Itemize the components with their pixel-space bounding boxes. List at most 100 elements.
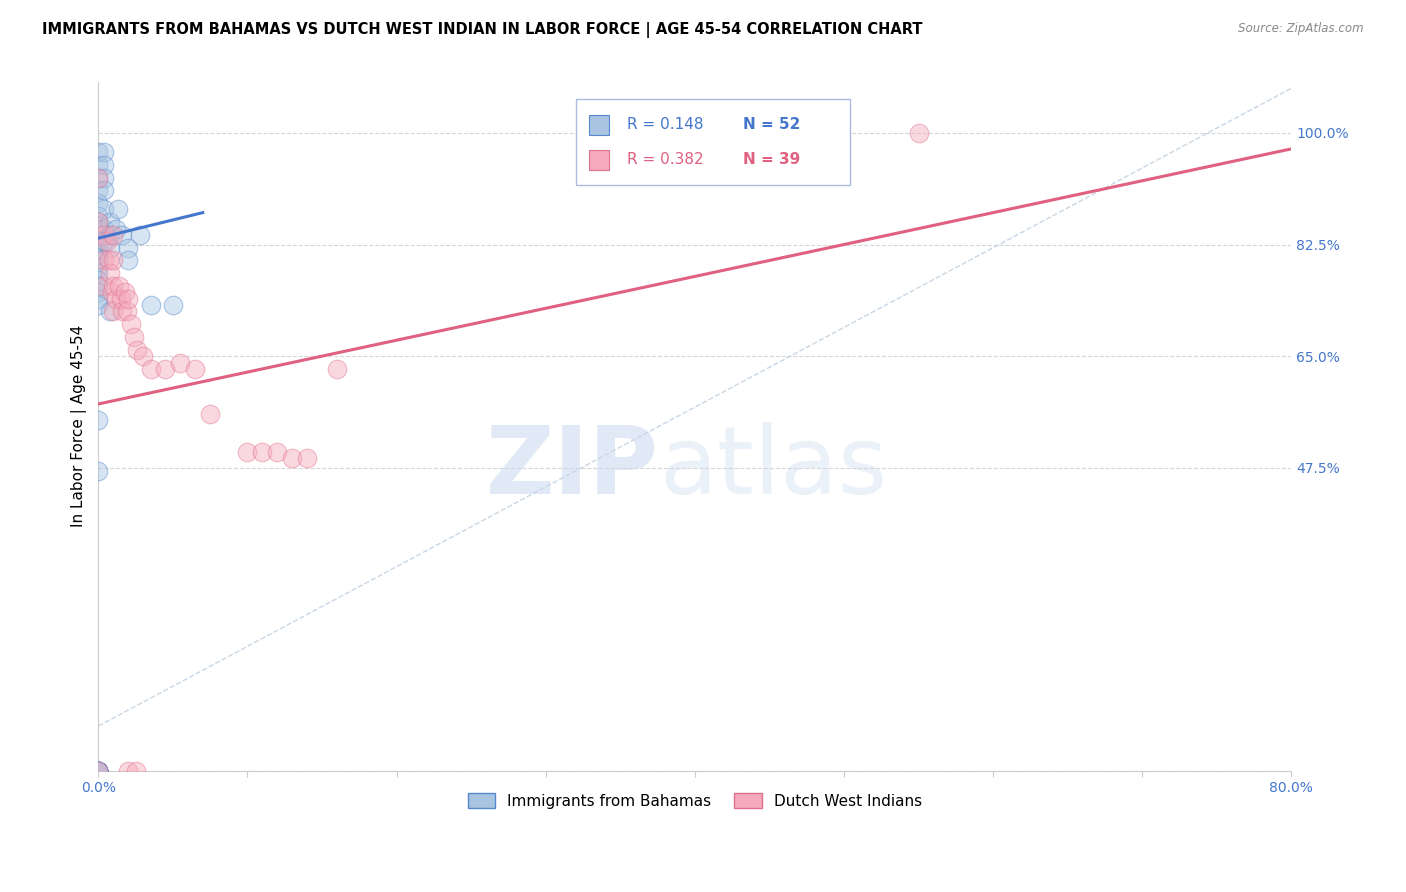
Point [87, 241, 110, 255]
Point [108, 279, 131, 293]
Point [87, 764, 110, 778]
Point [117, 241, 139, 255]
Point [907, 126, 929, 140]
Point [139, 362, 162, 376]
Point [169, 355, 191, 369]
Point [266, 445, 288, 459]
Point [132, 349, 155, 363]
Legend: Immigrants from Bahamas, Dutch West Indians: Immigrants from Bahamas, Dutch West Indi… [461, 787, 928, 814]
Point [252, 445, 274, 459]
Point [98, 266, 121, 280]
Point [114, 285, 136, 300]
Text: ZIP: ZIP [486, 422, 659, 514]
Point [111, 227, 134, 242]
Point [87, 215, 110, 229]
Point [87, 272, 110, 286]
Point [162, 298, 184, 312]
Point [87, 764, 110, 778]
Point [87, 215, 110, 229]
Point [129, 227, 152, 242]
Point [98, 241, 121, 255]
Text: N = 39: N = 39 [742, 153, 800, 167]
Point [198, 407, 221, 421]
Point [87, 209, 110, 223]
Point [184, 362, 207, 376]
Point [87, 298, 110, 312]
Point [87, 221, 110, 235]
Point [117, 253, 139, 268]
Point [127, 343, 149, 357]
Point [87, 235, 110, 249]
Point [87, 266, 110, 280]
Point [100, 285, 122, 300]
Point [87, 158, 110, 172]
Point [93, 170, 115, 185]
Point [93, 202, 115, 217]
Point [236, 445, 259, 459]
Point [93, 235, 115, 249]
Point [87, 285, 110, 300]
Point [93, 183, 115, 197]
Point [326, 362, 349, 376]
Point [117, 764, 139, 778]
Point [87, 764, 110, 778]
Point [87, 764, 110, 778]
Point [87, 413, 110, 427]
Point [115, 304, 138, 318]
Point [87, 764, 110, 778]
Point [96, 235, 118, 249]
Point [87, 764, 110, 778]
Point [281, 451, 304, 466]
Point [87, 247, 110, 261]
Point [111, 304, 134, 318]
Point [124, 764, 146, 778]
Point [110, 292, 132, 306]
Point [107, 202, 129, 217]
Point [87, 170, 110, 185]
Text: IMMIGRANTS FROM BAHAMAS VS DUTCH WEST INDIAN IN LABOR FORCE | AGE 45-54 CORRELAT: IMMIGRANTS FROM BAHAMAS VS DUTCH WEST IN… [42, 22, 922, 38]
Point [120, 318, 142, 332]
Point [103, 304, 125, 318]
Point [87, 145, 110, 159]
Point [93, 227, 115, 242]
Point [87, 170, 110, 185]
Point [93, 158, 115, 172]
Point [87, 196, 110, 211]
Point [87, 183, 110, 197]
Point [295, 451, 318, 466]
Point [87, 764, 110, 778]
Point [98, 227, 121, 242]
Point [105, 292, 128, 306]
Point [103, 227, 125, 242]
Point [87, 279, 110, 293]
Point [93, 279, 115, 293]
Point [93, 145, 115, 159]
Text: R = 0.148: R = 0.148 [627, 117, 703, 132]
Point [87, 764, 110, 778]
Point [97, 253, 120, 268]
Point [87, 464, 110, 478]
Point [93, 253, 115, 268]
Point [87, 292, 110, 306]
Point [103, 279, 125, 293]
Text: N = 52: N = 52 [742, 117, 800, 132]
Text: Source: ZipAtlas.com: Source: ZipAtlas.com [1239, 22, 1364, 36]
Text: R = 0.382: R = 0.382 [627, 153, 703, 167]
Point [98, 304, 121, 318]
FancyBboxPatch shape [575, 99, 851, 186]
Text: atlas: atlas [659, 422, 887, 514]
Point [122, 330, 145, 344]
Y-axis label: In Labor Force | Age 45-54: In Labor Force | Age 45-54 [72, 326, 87, 527]
Point [87, 764, 110, 778]
Point [117, 292, 139, 306]
Point [105, 221, 128, 235]
Point [87, 260, 110, 274]
Point [155, 362, 177, 376]
Point [93, 221, 115, 235]
Point [98, 215, 121, 229]
Point [87, 253, 110, 268]
Point [87, 764, 110, 778]
Point [87, 227, 110, 242]
Point [139, 298, 162, 312]
Point [87, 764, 110, 778]
